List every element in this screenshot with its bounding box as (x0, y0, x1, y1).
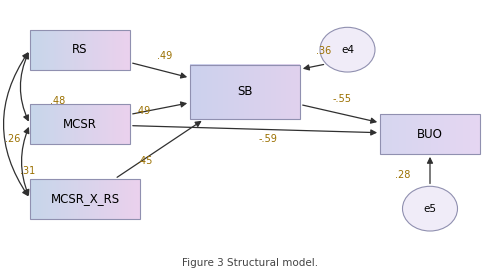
Text: .28: .28 (395, 170, 410, 180)
Text: .36: .36 (316, 46, 332, 56)
Text: Figure 3 Structural model.: Figure 3 Structural model. (182, 258, 318, 268)
Text: MCSR_X_RS: MCSR_X_RS (50, 192, 119, 205)
Ellipse shape (320, 27, 375, 72)
Text: .49: .49 (158, 51, 172, 61)
Ellipse shape (402, 186, 458, 231)
Text: BUO: BUO (417, 128, 443, 141)
Text: e4: e4 (341, 45, 354, 55)
Text: -.55: -.55 (333, 94, 352, 104)
Text: e5: e5 (424, 204, 436, 214)
Text: RS: RS (72, 43, 88, 56)
Text: .26: .26 (5, 134, 20, 144)
Text: -.59: -.59 (258, 134, 277, 144)
Text: .45: .45 (138, 156, 152, 167)
Text: .31: .31 (20, 166, 35, 176)
Text: .49: .49 (135, 106, 150, 116)
Text: SB: SB (238, 85, 253, 98)
Text: MCSR: MCSR (63, 118, 97, 131)
Text: .48: .48 (50, 96, 65, 106)
